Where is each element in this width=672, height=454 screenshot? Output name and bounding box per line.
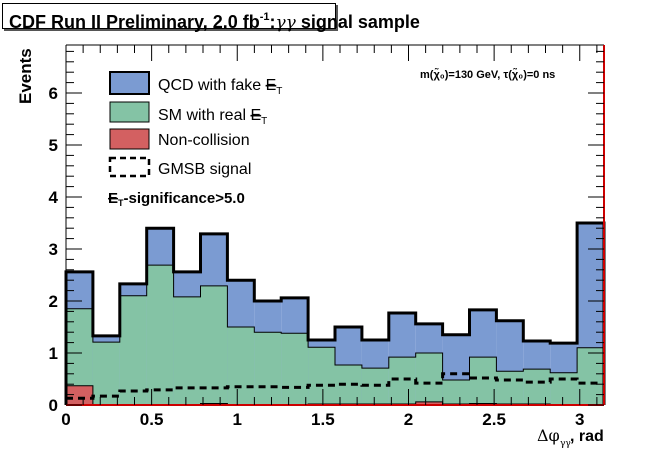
x-tick-label: 1 [233,410,242,429]
title-greek: γγ [275,13,296,33]
x-label-main: Δφ [537,426,560,445]
y-axis-label: Events [16,48,35,104]
legend-swatch-noncollision [109,128,150,150]
sm-bar [308,347,335,405]
y-tick-label: 3 [49,240,58,259]
sm-bar [119,295,147,405]
x-label-sub: γγ [560,439,571,449]
y-tick-label: 0 [49,396,58,415]
title-tail: signal sample [295,12,420,32]
y-tick-label: 2 [49,292,58,311]
sm-bar [577,347,604,405]
sm-bar [146,265,174,405]
x-tick-label: 2.5 [482,410,506,429]
sm-bar [388,357,416,405]
title-superscript: -1 [259,11,270,23]
chart-title: CDF Run II Preliminary, 2.0 fb-1:γγ sign… [2,3,420,33]
legend-swatch-gmsb [108,156,151,178]
gmsb-series [66,372,604,400]
sm-bar [281,333,309,405]
legend-swatch-sm [109,101,150,123]
y-tick-label: 1 [49,344,58,363]
x-axis-label: Δφ γγ , rad [537,426,604,449]
legend-label-noncollision: Non-collision [158,132,250,149]
noncollision-bar [415,401,443,405]
y-axis-ticks: 0 1 2 3 4 5 6 [49,50,604,415]
qcd-outline [64,221,606,405]
x-tick-label: 3 [575,410,584,429]
sm-bar [415,353,443,405]
y-tick-label: 6 [49,84,58,103]
y-tick-label: 4 [49,188,59,207]
sm-series [66,265,604,405]
gmsb-line [66,372,604,400]
x-tick-label: 1.5 [311,410,335,429]
sm-bar [92,342,120,405]
plot-frame [65,44,605,406]
legend-swatch-qcd [109,71,150,95]
legend-label-sm: SM with real ET [158,107,267,127]
legend-label-qcd: QCD with fake ET [158,77,282,97]
sm-bar [469,357,497,405]
noncollision-bar [66,385,93,405]
sm-bar [227,327,255,405]
x-tick-label: 2 [404,410,413,429]
y-tick-label: 5 [49,136,58,155]
model-annotation: m(χ̃₀)=130 GeV, τ(χ̃₀)=0 ns [420,68,555,81]
sm-bar [523,369,551,405]
cut-annotation: ET-significance>5.0 [108,190,245,208]
sm-bar [442,380,470,405]
sm-bar [200,285,228,405]
legend: QCD with fake ET SM with real ET Non-col… [108,71,282,208]
x-tick-label: 0 [61,410,70,429]
x-label-unit: , rad [570,428,604,445]
title-main: CDF Run II Preliminary, 2.0 fb [9,12,260,32]
sm-bar [496,371,524,405]
x-axis-ticks: 0 0.5 1 1.5 2 2.5 3 [61,45,598,429]
sm-bar [254,332,282,405]
legend-label-gmsb: GMSB signal [158,161,251,178]
title-colon: : [269,12,276,32]
x-tick-label: 0.5 [140,410,164,429]
